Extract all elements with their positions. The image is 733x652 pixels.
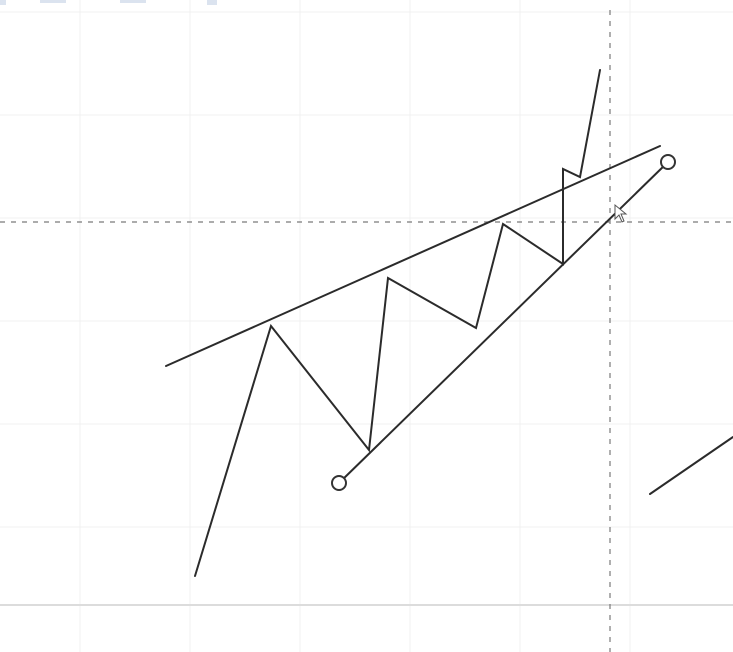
crosshair <box>0 10 733 652</box>
bottom-right-line[interactable] <box>649 436 733 495</box>
trendline-handle-start[interactable] <box>331 475 347 491</box>
top-strip-segment-4 <box>207 0 217 5</box>
zigzag-wave[interactable] <box>194 69 601 577</box>
upper-trendline[interactable] <box>165 145 661 367</box>
top-strip <box>0 0 217 5</box>
top-strip-segment-2 <box>40 0 66 3</box>
arrow-cursor-icon <box>614 203 628 223</box>
lower-trendline[interactable] <box>338 161 669 484</box>
top-strip-segment-1 <box>0 0 6 5</box>
top-strip-segment-3 <box>120 0 146 3</box>
trendline-handle-end[interactable] <box>660 154 676 170</box>
arrow-cursor-shape <box>614 203 628 223</box>
